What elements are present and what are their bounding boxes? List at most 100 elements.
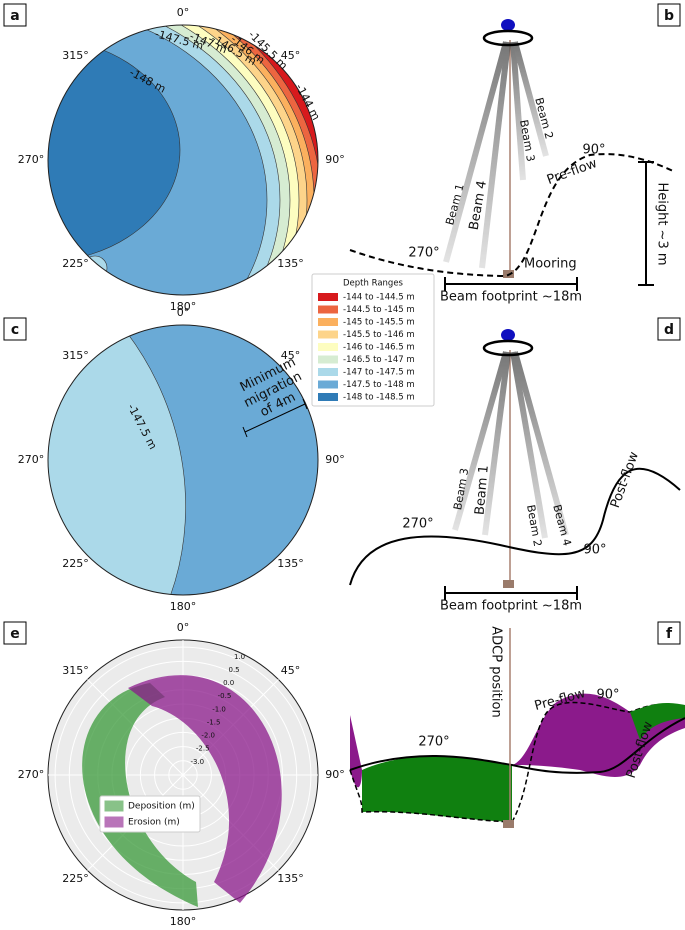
angle-label: 90° bbox=[583, 543, 606, 558]
legend-swatch bbox=[318, 318, 338, 326]
beam-label: Beam 1 bbox=[473, 465, 492, 516]
panel-label: c bbox=[11, 322, 19, 338]
legend-label: -144.5 to -145 m bbox=[343, 305, 415, 315]
depth-map bbox=[48, 325, 318, 595]
panel-label: a bbox=[10, 8, 19, 24]
legend-label: -147.5 to -148 m bbox=[343, 380, 415, 390]
map-outline bbox=[47, 324, 319, 596]
angle-label: 90° bbox=[582, 143, 605, 158]
surface-label: Pre-flow bbox=[545, 156, 599, 188]
angle-label: 315° bbox=[62, 349, 89, 362]
angle-label: 90° bbox=[325, 768, 345, 781]
legend-label: -147 to -147.5 m bbox=[343, 368, 415, 378]
angle-label: 270° bbox=[402, 517, 433, 532]
angle-label: 225° bbox=[62, 872, 89, 885]
panel-label: f bbox=[666, 626, 673, 642]
legend-swatch bbox=[318, 380, 338, 389]
angle-label: 45° bbox=[281, 664, 301, 677]
polar-legend: Deposition (m) Erosion (m) bbox=[99, 795, 201, 833]
panel-label: b bbox=[664, 8, 674, 24]
legend-label: -146.5 to -147 m bbox=[343, 355, 415, 365]
angle-label: 45° bbox=[281, 49, 301, 62]
r-tick-label: -3.0 bbox=[190, 758, 204, 766]
depth-map bbox=[48, 25, 318, 295]
surface-label: Post-flow bbox=[608, 450, 642, 511]
legend-label: -145 to -145.5 m bbox=[343, 318, 415, 328]
profile-diagram bbox=[349, 628, 685, 828]
angle-label: 225° bbox=[62, 257, 89, 270]
angle-label: 90° bbox=[325, 453, 345, 466]
legend-swatch bbox=[104, 816, 124, 828]
legend-label: Deposition (m) bbox=[128, 802, 195, 812]
label-box bbox=[3, 3, 27, 27]
angle-label: 315° bbox=[62, 49, 89, 62]
angle-label: 90° bbox=[325, 153, 345, 166]
angle-label: 135° bbox=[277, 872, 304, 885]
legend-label: -146 to -146.5 m bbox=[343, 343, 415, 353]
legend-swatch bbox=[318, 368, 338, 376]
angle-label: 0° bbox=[177, 621, 190, 634]
depth-region bbox=[48, 37, 181, 263]
legend-label: -144 to -144.5 m bbox=[343, 293, 415, 303]
r-tick-label: -1.0 bbox=[212, 705, 226, 713]
legend: Depth Ranges -144 to -144.5 m -144.5 to -… bbox=[311, 273, 435, 407]
r-tick-label: 0.5 bbox=[229, 666, 240, 674]
legend-label: -148 to -148.5 m bbox=[343, 393, 415, 403]
angle-label: 135° bbox=[277, 257, 304, 270]
legend-swatch bbox=[318, 355, 338, 364]
angle-label: 0° bbox=[177, 6, 190, 19]
r-tick-label: 0.0 bbox=[223, 679, 234, 687]
legend-swatch bbox=[104, 800, 124, 812]
height-label: Height ~3 m bbox=[655, 182, 670, 265]
legend-swatch bbox=[318, 305, 338, 314]
angle-label: 45° bbox=[281, 349, 301, 362]
legend-box bbox=[99, 795, 201, 833]
angle-label: 315° bbox=[62, 664, 89, 677]
grid-circle bbox=[54, 646, 312, 904]
angle-label: 180° bbox=[170, 300, 197, 313]
label-box bbox=[657, 317, 681, 341]
adcp-diagram bbox=[349, 19, 676, 291]
angle-label: 180° bbox=[170, 600, 197, 613]
legend-swatch bbox=[318, 343, 338, 351]
r-tick-label: 1.0 bbox=[234, 653, 245, 661]
deposition-area bbox=[82, 683, 198, 907]
footprint-label: Beam footprint ~18m bbox=[440, 290, 582, 305]
angle-label: 270° bbox=[408, 246, 439, 261]
legend-swatch bbox=[318, 393, 338, 401]
adcp-diagram bbox=[349, 329, 681, 600]
label-box bbox=[3, 621, 27, 645]
panel-labels bbox=[3, 3, 681, 645]
legend-swatch bbox=[318, 293, 338, 301]
r-tick-label: -2.0 bbox=[201, 732, 215, 740]
legend-title: Depth Ranges bbox=[343, 279, 404, 289]
erosion-area bbox=[128, 675, 282, 903]
footprint-label: Beam footprint ~18m bbox=[440, 599, 582, 614]
angle-label: 90° bbox=[596, 688, 619, 703]
label-box bbox=[657, 3, 681, 27]
mooring-label: Mooring bbox=[524, 257, 577, 272]
grid-circle bbox=[168, 760, 198, 790]
angle-label: 270° bbox=[18, 153, 45, 166]
spoke bbox=[87, 679, 184, 776]
label-box bbox=[657, 621, 681, 645]
map-outline bbox=[47, 24, 319, 296]
legend-label: -145.5 to -146 m bbox=[343, 330, 415, 340]
r-tick-label: -2.5 bbox=[196, 745, 210, 753]
migration-bar bbox=[242, 398, 308, 438]
angle-label: 270° bbox=[18, 453, 45, 466]
angle-label: 135° bbox=[277, 557, 304, 570]
panel-label: d bbox=[664, 322, 674, 338]
beam-label: Beam 4 bbox=[550, 503, 573, 547]
legend-label: Erosion (m) bbox=[128, 818, 180, 828]
angle-label: 270° bbox=[418, 735, 449, 750]
angle-label: 270° bbox=[18, 768, 45, 781]
panel-label: e bbox=[10, 626, 20, 642]
legend-box bbox=[311, 273, 435, 407]
depth-region bbox=[48, 325, 186, 595]
r-tick-label: -0.5 bbox=[218, 692, 232, 700]
angle-label: 0° bbox=[177, 306, 190, 319]
r-tick-label: -1.5 bbox=[207, 718, 221, 726]
